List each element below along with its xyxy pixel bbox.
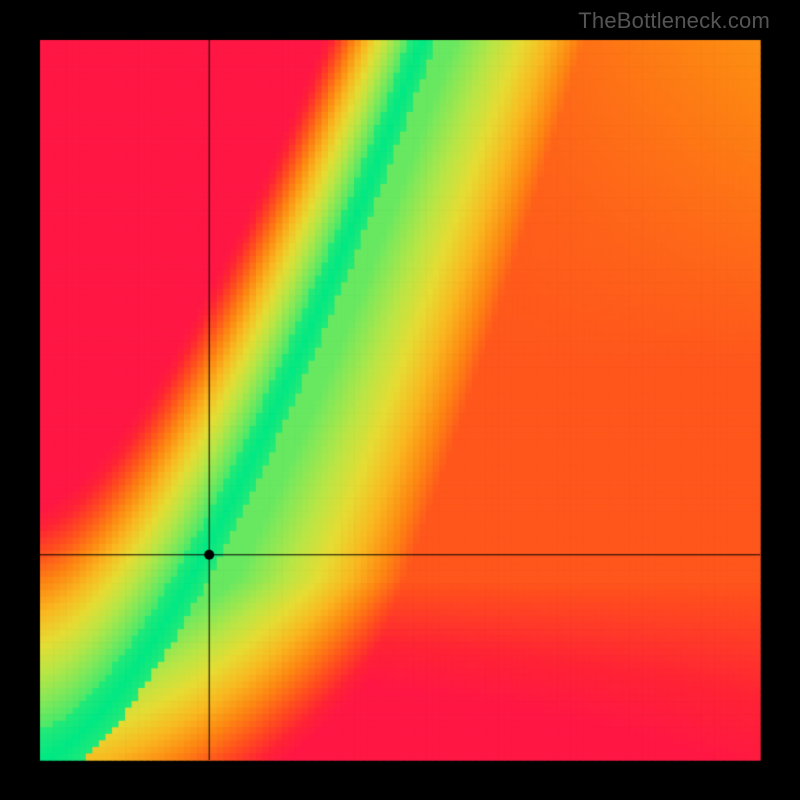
watermark-text: TheBottleneck.com — [578, 8, 770, 34]
bottleneck-heatmap — [0, 0, 800, 800]
